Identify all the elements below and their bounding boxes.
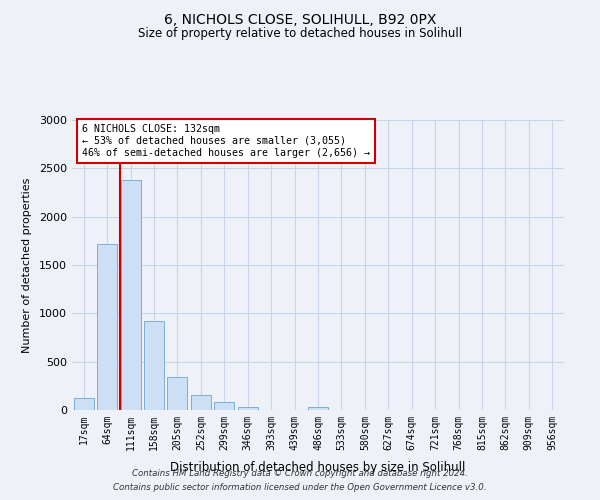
- X-axis label: Distribution of detached houses by size in Solihull: Distribution of detached houses by size …: [170, 461, 466, 474]
- Bar: [308, 407, 328, 410]
- Bar: [214, 402, 234, 410]
- Bar: [74, 398, 94, 410]
- Text: Contains public sector information licensed under the Open Government Licence v3: Contains public sector information licen…: [113, 484, 487, 492]
- Bar: [97, 244, 117, 410]
- Text: 6 NICHOLS CLOSE: 132sqm
← 53% of detached houses are smaller (3,055)
46% of semi: 6 NICHOLS CLOSE: 132sqm ← 53% of detache…: [82, 124, 370, 158]
- Text: Size of property relative to detached houses in Solihull: Size of property relative to detached ho…: [138, 28, 462, 40]
- Bar: [191, 395, 211, 410]
- Y-axis label: Number of detached properties: Number of detached properties: [22, 178, 32, 352]
- Bar: [167, 376, 187, 410]
- Text: 6, NICHOLS CLOSE, SOLIHULL, B92 0PX: 6, NICHOLS CLOSE, SOLIHULL, B92 0PX: [164, 12, 436, 26]
- Bar: [144, 321, 164, 410]
- Bar: [238, 407, 257, 410]
- Bar: [121, 180, 140, 410]
- Text: Contains HM Land Registry data © Crown copyright and database right 2024.: Contains HM Land Registry data © Crown c…: [132, 468, 468, 477]
